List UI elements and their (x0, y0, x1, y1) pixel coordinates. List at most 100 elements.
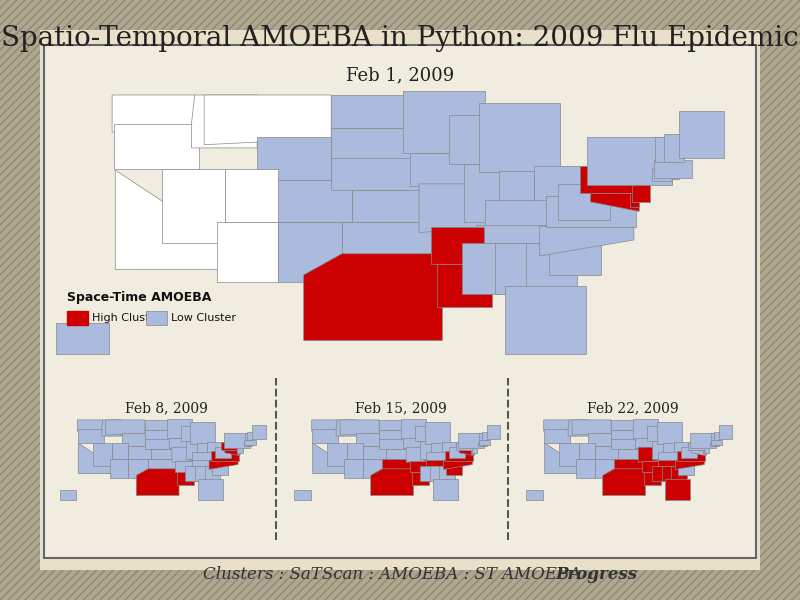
Polygon shape (250, 443, 252, 446)
Polygon shape (112, 95, 194, 132)
Polygon shape (611, 430, 636, 441)
Polygon shape (257, 137, 331, 179)
Polygon shape (526, 490, 542, 500)
Polygon shape (181, 426, 200, 441)
Polygon shape (415, 426, 434, 441)
Polygon shape (711, 433, 718, 440)
Polygon shape (186, 466, 197, 481)
Polygon shape (657, 422, 682, 443)
Polygon shape (112, 443, 129, 459)
Polygon shape (550, 241, 601, 275)
Polygon shape (635, 438, 657, 448)
Text: Low Cluster: Low Cluster (171, 313, 236, 323)
Polygon shape (476, 225, 568, 243)
Polygon shape (478, 440, 490, 445)
Bar (0, 0, 800, 30)
Polygon shape (558, 184, 610, 220)
Polygon shape (430, 466, 442, 481)
Polygon shape (340, 420, 379, 435)
Polygon shape (151, 449, 175, 459)
Polygon shape (247, 432, 254, 440)
Polygon shape (614, 459, 642, 469)
Polygon shape (175, 461, 192, 472)
Polygon shape (630, 193, 639, 207)
Polygon shape (505, 286, 586, 355)
Bar (0, 570, 800, 600)
Polygon shape (703, 450, 706, 454)
Polygon shape (278, 222, 342, 283)
Polygon shape (410, 153, 478, 186)
Polygon shape (690, 433, 716, 448)
Polygon shape (590, 193, 639, 211)
Polygon shape (431, 443, 442, 457)
Polygon shape (244, 440, 256, 445)
Bar (0, 0, 40, 600)
Polygon shape (425, 422, 450, 443)
Polygon shape (245, 433, 251, 440)
Polygon shape (60, 490, 76, 500)
Polygon shape (602, 469, 646, 496)
Polygon shape (662, 466, 674, 481)
Polygon shape (652, 441, 665, 459)
Polygon shape (211, 451, 238, 461)
Polygon shape (205, 466, 221, 481)
Polygon shape (559, 443, 578, 466)
Polygon shape (714, 432, 720, 440)
Polygon shape (710, 442, 716, 446)
Polygon shape (458, 433, 484, 448)
Polygon shape (426, 452, 451, 461)
Polygon shape (304, 254, 442, 341)
Polygon shape (486, 425, 500, 439)
Polygon shape (403, 91, 485, 153)
Polygon shape (403, 438, 425, 448)
Polygon shape (93, 443, 112, 466)
Bar (760, 0, 800, 600)
Polygon shape (145, 439, 173, 449)
Polygon shape (224, 433, 250, 448)
Polygon shape (456, 442, 474, 450)
Polygon shape (691, 450, 706, 456)
Polygon shape (437, 265, 492, 307)
Polygon shape (312, 428, 338, 443)
Polygon shape (226, 169, 278, 222)
Polygon shape (526, 243, 577, 292)
Polygon shape (671, 169, 679, 179)
Polygon shape (430, 227, 484, 265)
Polygon shape (327, 443, 346, 466)
Polygon shape (146, 311, 167, 325)
Title: Feb 15, 2009: Feb 15, 2009 (354, 401, 446, 415)
Polygon shape (485, 200, 565, 227)
Polygon shape (115, 170, 224, 269)
Polygon shape (363, 446, 386, 459)
Polygon shape (204, 95, 331, 145)
Polygon shape (472, 445, 478, 453)
Polygon shape (568, 420, 588, 436)
Polygon shape (424, 460, 452, 466)
Polygon shape (313, 443, 346, 473)
Polygon shape (197, 443, 207, 457)
Polygon shape (545, 443, 578, 473)
Polygon shape (420, 466, 431, 481)
Polygon shape (546, 196, 636, 227)
Polygon shape (420, 441, 433, 459)
Polygon shape (588, 433, 611, 446)
Polygon shape (681, 447, 697, 458)
Polygon shape (145, 420, 169, 430)
Polygon shape (679, 111, 724, 158)
Polygon shape (534, 166, 580, 207)
Polygon shape (663, 134, 684, 161)
Polygon shape (331, 95, 410, 128)
Polygon shape (78, 443, 112, 473)
Polygon shape (370, 469, 414, 496)
Polygon shape (186, 441, 198, 459)
Polygon shape (449, 447, 465, 458)
Polygon shape (110, 459, 129, 478)
Polygon shape (190, 422, 215, 443)
Polygon shape (222, 442, 240, 450)
Polygon shape (56, 323, 109, 355)
Text: Space-Time AMOEBA: Space-Time AMOEBA (66, 292, 211, 304)
Polygon shape (402, 419, 426, 438)
Polygon shape (191, 95, 257, 148)
Polygon shape (198, 479, 223, 500)
Polygon shape (195, 466, 207, 481)
